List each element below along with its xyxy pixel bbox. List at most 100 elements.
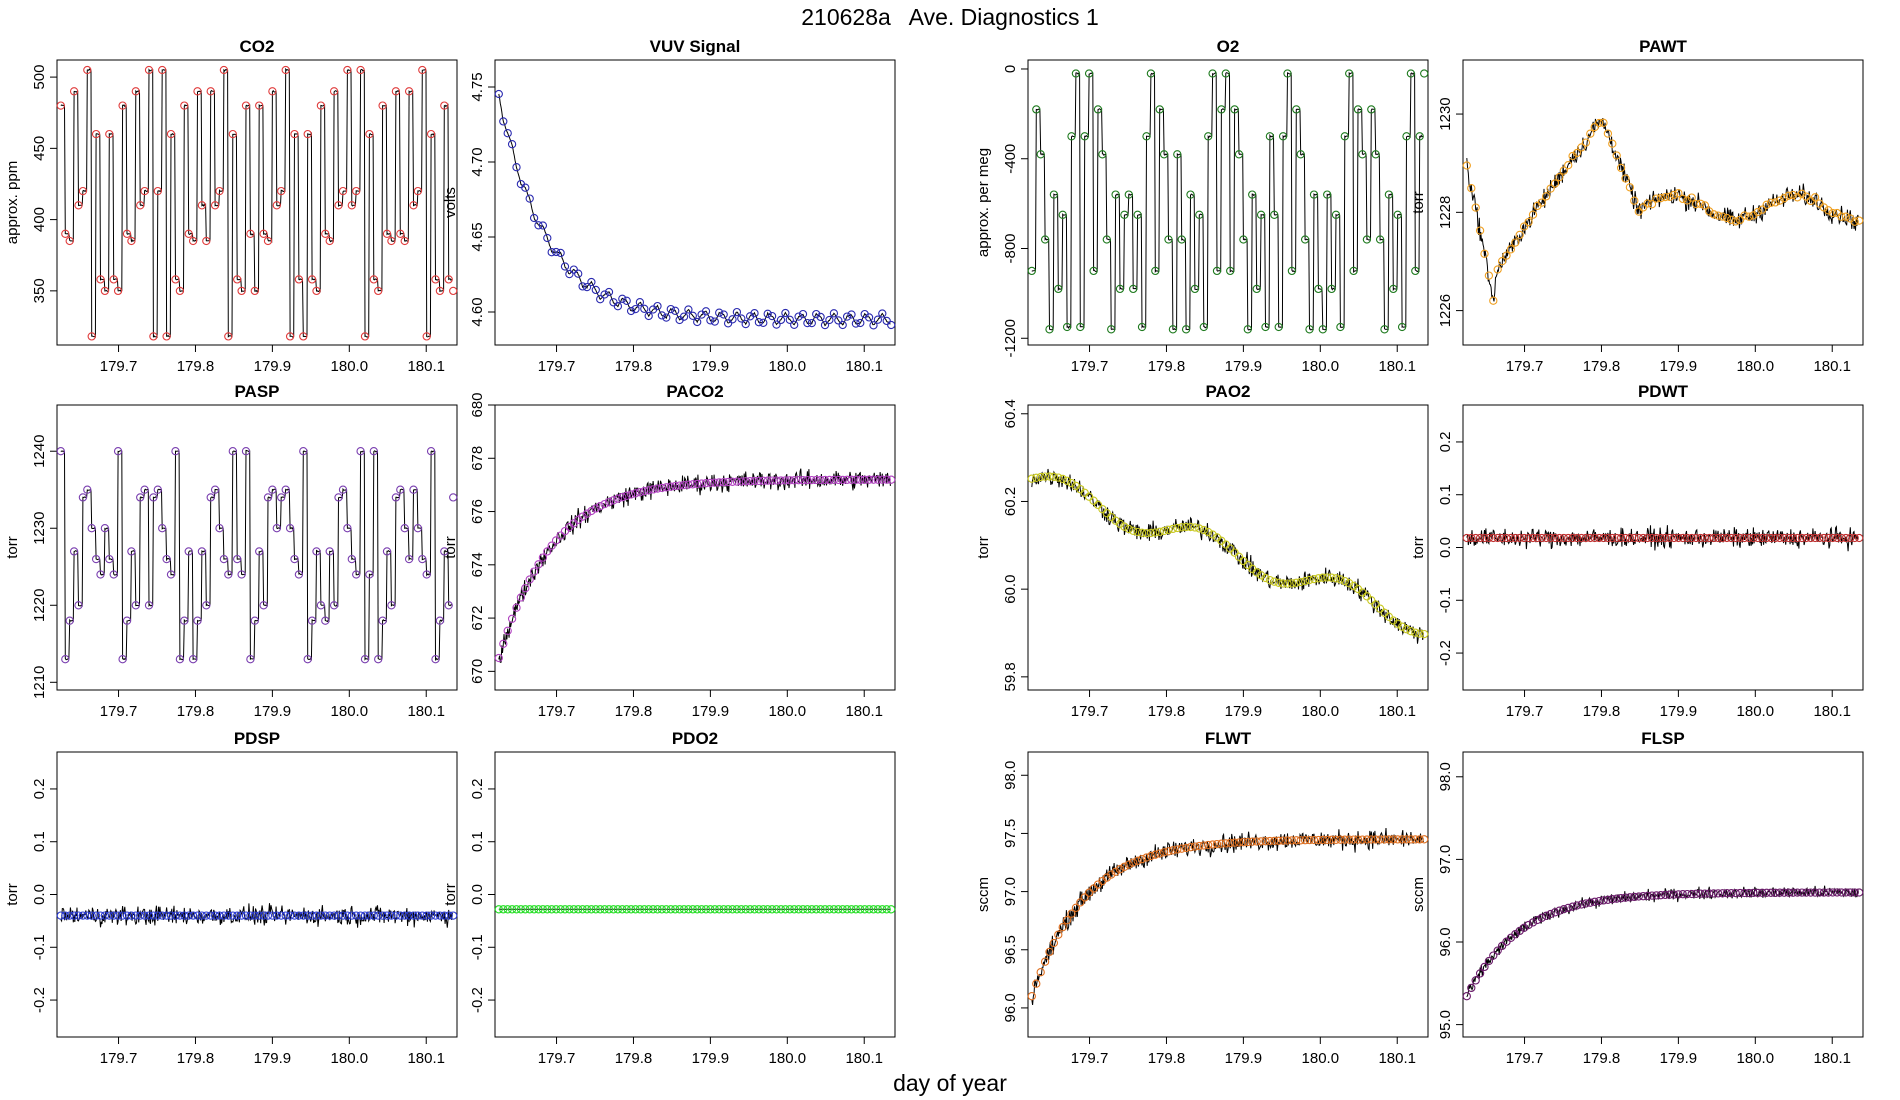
data-point-pdo2 <box>785 905 794 914</box>
data-point-pao2 <box>1177 523 1186 532</box>
data-point-vuv <box>565 269 574 279</box>
data-point-pdwt <box>1599 533 1608 543</box>
data-point-co2 <box>426 129 436 139</box>
data-point-co2 <box>325 236 334 246</box>
data-point-pdo2 <box>887 905 896 914</box>
data-point-pasp <box>404 554 414 564</box>
panel-title: PDO2 <box>672 729 718 748</box>
data-point-pdo2 <box>622 905 631 914</box>
plot-frame <box>1462 751 1864 1038</box>
data-point-pasp <box>175 655 185 664</box>
data-point-pdwt <box>1819 533 1829 543</box>
data-point-co2 <box>69 87 79 96</box>
data-point-flsp <box>1572 901 1582 910</box>
y-tick-label: 1210 <box>31 666 48 699</box>
data-point-vuv <box>750 309 759 318</box>
data-point-pdsp <box>382 911 392 920</box>
panel-title: FLWT <box>1205 729 1252 748</box>
data-point-o2 <box>1120 210 1129 219</box>
data-point-pawt <box>1581 138 1591 147</box>
data-point-pdo2 <box>803 905 812 914</box>
data-point-vuv <box>569 265 578 274</box>
data-point-pdwt <box>1550 533 1560 543</box>
data-point-pdwt <box>1603 533 1613 543</box>
data-point-flwt <box>1349 835 1358 844</box>
data-point-pdwt <box>1696 533 1705 543</box>
data-point-o2 <box>1186 190 1195 199</box>
data-point-pao2 <box>1151 528 1160 537</box>
data-point-pdsp <box>113 911 123 920</box>
data-point-pdsp <box>409 911 418 920</box>
data-point-paco2 <box>538 553 548 562</box>
data-point-vuv <box>578 282 587 291</box>
y-tick-label: 60.2 <box>1002 487 1019 516</box>
data-point-pao2 <box>1120 522 1129 531</box>
data-point-paco2 <box>516 593 526 602</box>
data-point-o2 <box>1261 322 1270 332</box>
data-point-pawt <box>1656 193 1665 203</box>
data-point-o2 <box>1058 210 1067 219</box>
data-point-pao2 <box>1036 472 1045 482</box>
data-point-pdsp <box>144 911 154 920</box>
data-point-vuv <box>856 318 865 328</box>
data-point-pao2 <box>1129 526 1138 535</box>
data-point-paco2 <box>723 477 733 487</box>
data-point-pdwt <box>1533 533 1542 543</box>
data-point-flwt <box>1217 839 1226 848</box>
data-point-pao2 <box>1208 530 1217 539</box>
data-point-co2 <box>400 236 409 246</box>
data-point-flwt <box>1261 837 1270 846</box>
data-point-pdwt <box>1572 533 1582 543</box>
data-point-flwt <box>1230 838 1239 847</box>
data-point-pdo2 <box>790 905 799 914</box>
data-point-pdo2 <box>521 905 530 914</box>
x-tick-label: 179.8 <box>1148 703 1186 720</box>
data-point-pawt <box>1546 184 1555 193</box>
y-tick-label: 0.2 <box>1437 432 1454 453</box>
data-point-pdo2 <box>556 905 565 914</box>
x-tick-label: 179.7 <box>538 703 576 720</box>
data-point-pdo2 <box>798 905 808 914</box>
data-point-pao2 <box>1040 472 1050 481</box>
data-point-pao2 <box>1199 525 1208 535</box>
plot-frame <box>1462 404 1864 691</box>
panel-title: O2 <box>1217 37 1240 56</box>
data-point-pdwt <box>1665 533 1674 543</box>
data-point-pawt <box>1850 217 1859 226</box>
data-point-pawt <box>1828 208 1837 218</box>
data-point-co2 <box>387 236 396 246</box>
data-point-pdo2 <box>741 905 750 914</box>
data-point-pasp <box>382 547 392 556</box>
data-point-flsp <box>1594 896 1604 906</box>
data-point-pdo2 <box>499 905 508 914</box>
data-point-flsp <box>1559 905 1568 914</box>
data-point-co2 <box>219 65 229 75</box>
data-point-pasp <box>113 447 123 456</box>
y-axis-label: sccm <box>975 877 992 912</box>
y-axis-label: torr <box>442 883 459 906</box>
data-point-o2 <box>1327 284 1336 294</box>
data-point-co2 <box>263 236 273 246</box>
data-point-paco2 <box>781 476 790 485</box>
data-point-pasp <box>158 524 167 533</box>
data-point-pdsp <box>316 911 326 920</box>
data-point-pdwt <box>1735 533 1745 543</box>
data-point-o2 <box>1243 325 1252 334</box>
data-point-vuv <box>635 298 645 307</box>
x-tick-label: 180.0 <box>1737 358 1775 375</box>
x-tick-label: 179.7 <box>1506 358 1544 375</box>
data-point-flwt <box>1027 992 1036 1001</box>
data-point-pdsp <box>197 911 207 920</box>
data-point-paco2 <box>587 506 596 516</box>
data-point-pao2 <box>1027 474 1036 483</box>
data-point-flsp <box>1643 891 1652 901</box>
data-point-pawt <box>1784 191 1793 200</box>
data-point-co2 <box>413 186 423 196</box>
panel-title: PDWT <box>1638 382 1689 401</box>
data-point-o2 <box>1177 235 1186 244</box>
y-tick-label: 97.5 <box>1002 819 1019 848</box>
data-point-pawt <box>1594 118 1604 128</box>
data-point-pdwt <box>1766 533 1776 543</box>
data-point-co2 <box>378 101 387 110</box>
data-point-pao2 <box>1296 577 1305 587</box>
